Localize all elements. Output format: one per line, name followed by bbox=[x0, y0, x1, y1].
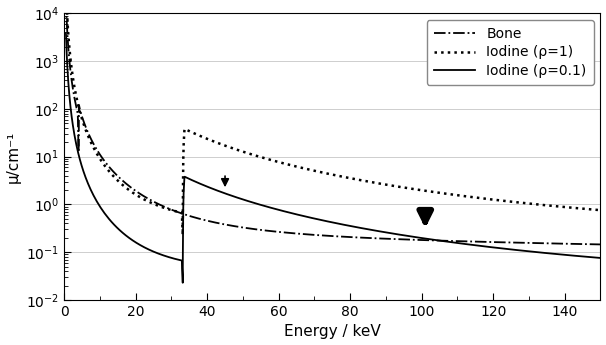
Line: Bone: Bone bbox=[66, 2, 601, 244]
Iodine (ρ=0.1) bbox=[179, 281, 187, 285]
Bone bbox=[64, 29, 71, 33]
X-axis label: Energy / keV: Energy / keV bbox=[284, 324, 381, 339]
Iodine (ρ=0.1) bbox=[62, 31, 70, 35]
Iodine (ρ=1) bbox=[78, 115, 85, 119]
Iodine (ρ=1) bbox=[179, 233, 187, 237]
Bone bbox=[62, 6, 70, 10]
Bone bbox=[224, 223, 231, 227]
Iodine (ρ=0.1) bbox=[78, 163, 85, 167]
Legend: Bone, Iodine (ρ=1), Iodine (ρ=0.1): Bone, Iodine (ρ=1), Iodine (ρ=0.1) bbox=[427, 20, 593, 85]
Iodine (ρ=1) bbox=[399, 185, 406, 189]
Iodine (ρ=0.1) bbox=[399, 233, 406, 237]
Iodine (ρ=1) bbox=[223, 144, 230, 148]
Y-axis label: μ/cm⁻¹: μ/cm⁻¹ bbox=[5, 130, 21, 183]
Iodine (ρ=1) bbox=[392, 184, 399, 188]
Iodine (ρ=1) bbox=[246, 152, 253, 156]
Bone bbox=[71, 96, 78, 100]
Line: Iodine (ρ=0.1): Iodine (ρ=0.1) bbox=[66, 33, 601, 283]
Bone bbox=[597, 242, 604, 246]
Iodine (ρ=0.1) bbox=[392, 232, 399, 236]
Iodine (ρ=0.1) bbox=[246, 199, 253, 204]
Iodine (ρ=0.1) bbox=[187, 178, 195, 182]
Iodine (ρ=0.1) bbox=[597, 256, 604, 260]
Bone bbox=[76, 104, 83, 108]
Iodine (ρ=0.1) bbox=[223, 192, 230, 196]
Iodine (ρ=1) bbox=[187, 130, 195, 134]
Iodine (ρ=1) bbox=[597, 208, 604, 212]
Bone bbox=[90, 143, 98, 147]
Line: Iodine (ρ=1): Iodine (ρ=1) bbox=[66, 0, 601, 235]
Bone bbox=[62, 0, 70, 4]
